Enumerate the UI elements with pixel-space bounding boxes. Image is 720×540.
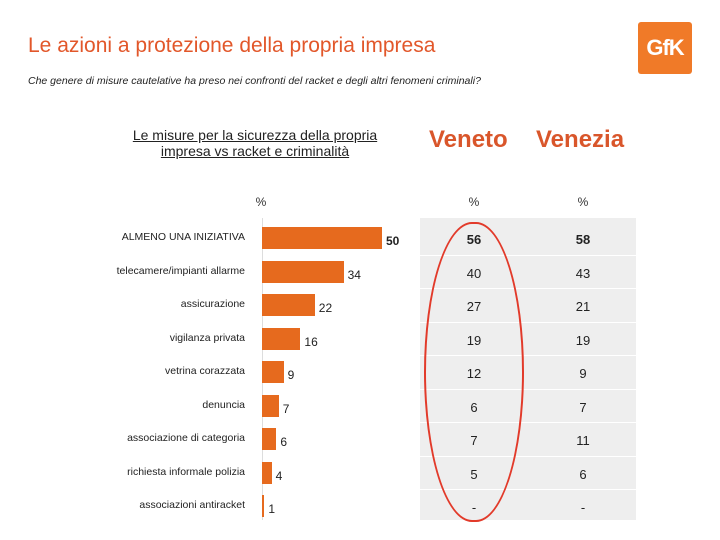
cell-venezia: 19 [575, 332, 591, 348]
category-label: assicurazione [180, 298, 245, 310]
row-divider [420, 254, 636, 256]
column-unit-venezia: % [577, 195, 589, 209]
bar-value-label: 4 [275, 468, 283, 483]
cell-venezia: 43 [575, 265, 591, 281]
bar [262, 327, 301, 350]
row-divider [420, 455, 636, 457]
chart-unit-label: % [255, 195, 267, 209]
cell-venezia: 9 [579, 366, 587, 381]
page-subtitle: Che genere di misure cautelative ha pres… [28, 75, 481, 87]
category-label: denuncia [202, 398, 245, 411]
bar-value-label: 34 [347, 267, 361, 282]
bar [262, 428, 277, 450]
bar [262, 227, 382, 249]
column-header-venezia: Venezia [536, 126, 625, 153]
cell-venezia: - [580, 500, 586, 515]
category-label: associazione di categoria [127, 432, 245, 444]
row-divider [420, 321, 636, 323]
gfk-logo: GfK [638, 22, 692, 74]
cell-venezia: 7 [579, 399, 587, 415]
cell-venezia: 11 [576, 433, 590, 448]
row-divider [420, 288, 636, 290]
bar [262, 394, 279, 417]
column-header-veneto: Veneto [429, 126, 508, 153]
cell-venezia: 21 [575, 299, 591, 314]
row-divider [420, 355, 636, 357]
page-title: Le azioni a protezione della propria imp… [28, 34, 436, 57]
highlight-circle [424, 222, 524, 522]
category-label: richiesta informale polizia [127, 465, 245, 478]
category-label: associazioni antiracket [139, 499, 245, 511]
bar [262, 461, 272, 484]
cell-venezia: 58 [575, 232, 591, 247]
bar-value-label: 22 [318, 301, 333, 315]
cell-veneto: 12 [466, 366, 482, 381]
bar [262, 294, 315, 316]
row-divider [420, 388, 636, 390]
bar [262, 260, 344, 283]
category-label: telecamere/impianti allarme [116, 264, 245, 277]
chart-title: Le misure per la sicurezza della propria… [132, 127, 378, 159]
bar-value-label: 7 [282, 401, 290, 416]
row-divider [420, 489, 636, 491]
bar [262, 361, 284, 383]
row-divider [420, 422, 636, 424]
cell-venezia: 6 [579, 466, 587, 482]
category-label: ALMENO UNA INIZIATIVA [121, 231, 245, 243]
bar-value-label: 1 [268, 502, 276, 516]
bar [262, 495, 265, 517]
bar-value-label: 16 [304, 334, 318, 349]
category-label: vigilanza privata [169, 331, 245, 344]
category-label: vetrina corazzata [165, 365, 245, 377]
bar-value-label: 50 [386, 234, 400, 248]
column-unit-veneto: % [468, 195, 480, 209]
bar-value-label: 9 [287, 368, 295, 382]
bar-value-label: 6 [280, 435, 288, 449]
